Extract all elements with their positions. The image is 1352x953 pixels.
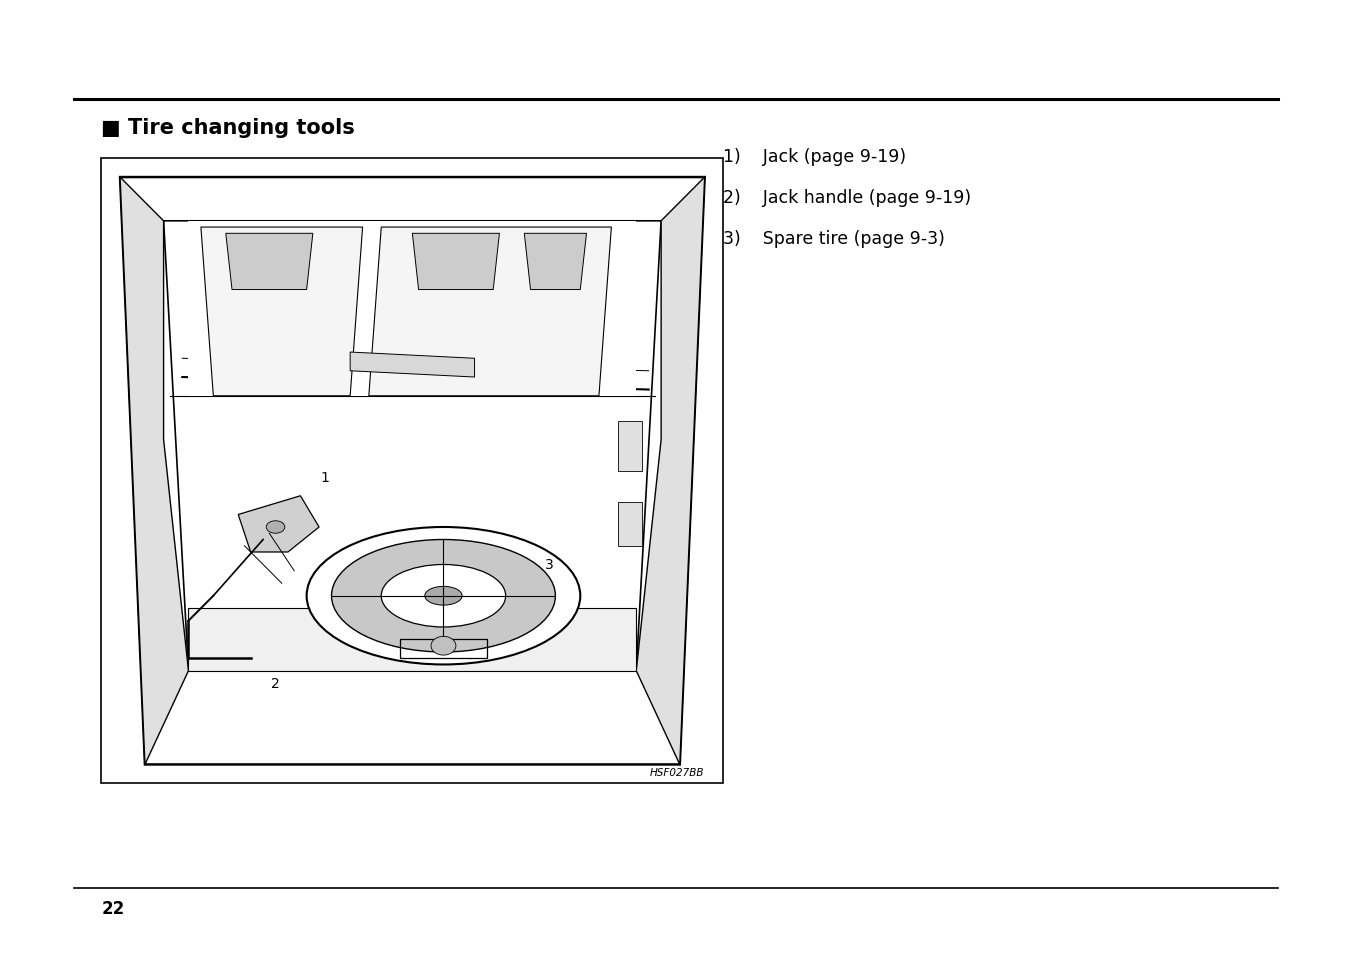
- Text: 3: 3: [545, 558, 553, 572]
- Polygon shape: [188, 222, 637, 396]
- Text: 1)    Jack (page 9-19): 1) Jack (page 9-19): [723, 148, 906, 166]
- Polygon shape: [637, 178, 704, 764]
- FancyBboxPatch shape: [101, 159, 723, 783]
- Polygon shape: [164, 222, 661, 671]
- Text: 2)    Jack handle (page 9-19): 2) Jack handle (page 9-19): [723, 189, 972, 207]
- Text: 3)    Spare tire (page 9-3): 3) Spare tire (page 9-3): [723, 230, 945, 248]
- Polygon shape: [350, 353, 475, 377]
- Ellipse shape: [266, 521, 285, 534]
- Polygon shape: [120, 178, 704, 764]
- Polygon shape: [618, 421, 642, 472]
- Text: ■ Tire changing tools: ■ Tire changing tools: [101, 118, 356, 138]
- Text: 22: 22: [101, 899, 124, 917]
- Polygon shape: [120, 178, 188, 764]
- Polygon shape: [525, 234, 587, 291]
- Polygon shape: [188, 609, 637, 671]
- Text: 2: 2: [272, 677, 280, 691]
- Ellipse shape: [381, 565, 506, 627]
- Text: HSF027BB: HSF027BB: [650, 767, 704, 777]
- Polygon shape: [369, 228, 611, 396]
- Ellipse shape: [331, 540, 556, 652]
- Ellipse shape: [307, 527, 580, 665]
- Ellipse shape: [431, 637, 456, 656]
- Polygon shape: [618, 502, 642, 546]
- Polygon shape: [238, 497, 319, 553]
- Ellipse shape: [425, 587, 462, 605]
- Polygon shape: [412, 234, 499, 291]
- Polygon shape: [226, 234, 312, 291]
- Text: 1: 1: [320, 471, 330, 484]
- Polygon shape: [201, 228, 362, 396]
